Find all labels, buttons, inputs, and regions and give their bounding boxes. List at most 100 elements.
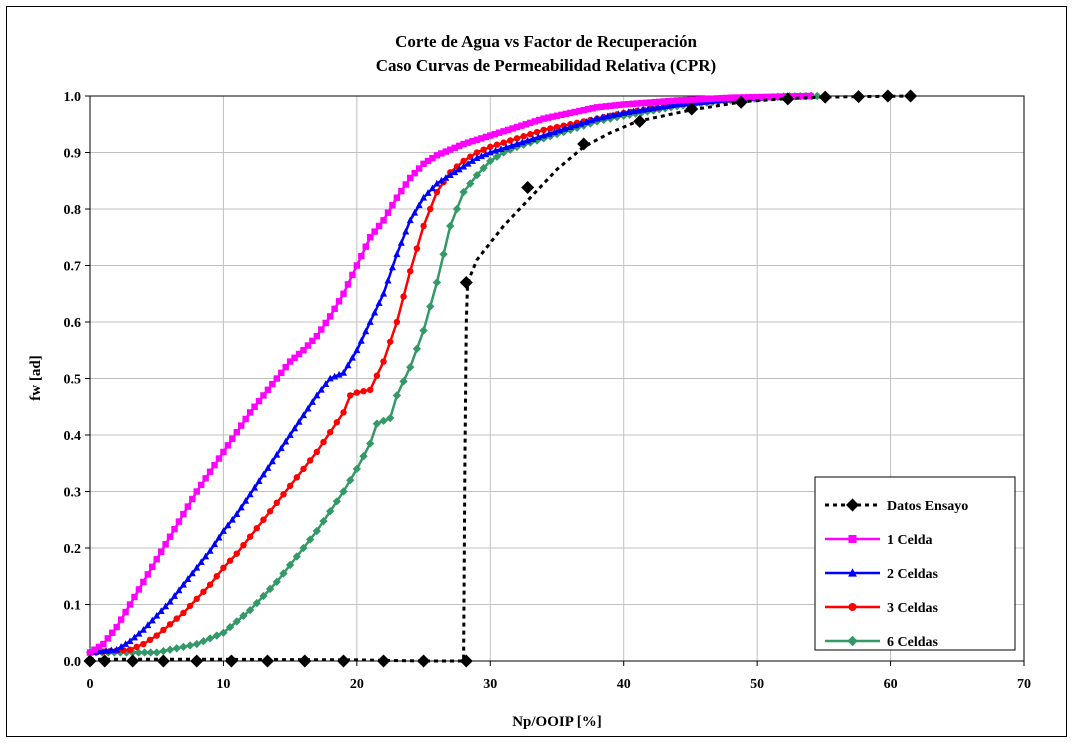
data-point-2-celdas: [273, 450, 281, 458]
x-tick-label: 70: [1017, 677, 1031, 692]
data-point-2-celdas: [166, 597, 174, 605]
data-point-2-celdas: [197, 558, 205, 566]
data-point-1-celda: [166, 533, 174, 540]
data-point-3-celdas: [480, 146, 487, 153]
data-point-2-celdas: [577, 119, 585, 127]
legend-label-6-celdas: 6 Celdas: [887, 635, 939, 650]
data-point-1-celda: [469, 138, 476, 145]
data-point-1-celda: [113, 623, 120, 631]
data-point-1-celda: [189, 495, 196, 503]
data-point-1-celda: [220, 448, 227, 456]
data-point-2-celdas: [175, 586, 183, 594]
data-point-1-celda: [117, 616, 125, 623]
data-point-2-celdas: [242, 497, 250, 504]
y-axis-label: fw [ad]: [28, 355, 44, 400]
data-point-6-celdas: [439, 250, 448, 259]
data-point-1-celda: [242, 415, 249, 423]
data-point-3-celdas: [387, 338, 394, 345]
data-point-1-celda: [713, 95, 721, 102]
data-point-6-celdas: [326, 507, 335, 516]
data-point-1-celda: [509, 125, 516, 132]
data-point-2-celdas: [371, 308, 379, 316]
data-point-1-celda: [175, 518, 183, 525]
data-point-1-celda: [531, 118, 538, 125]
data-point-3-celdas: [360, 388, 367, 395]
data-point-1-celda: [762, 93, 770, 101]
data-point-2-celdas: [397, 239, 405, 246]
data-point-2-celdas: [415, 201, 423, 209]
data-point-1-celda: [184, 503, 192, 510]
x-axis-label: Np/OOIP [%]: [512, 714, 602, 730]
data-point-3-celdas: [540, 126, 547, 134]
data-point-3-celdas: [346, 392, 354, 399]
data-point-3-celdas: [146, 636, 154, 644]
data-point-1-celda: [300, 347, 307, 354]
data-point-datos-ensayo: [904, 89, 918, 103]
data-point-1-celda: [100, 640, 107, 648]
data-point-1-celda: [789, 93, 796, 100]
data-point-2-celdas: [295, 417, 303, 425]
data-point-3-celdas: [326, 428, 334, 436]
data-point-2-celdas: [353, 346, 361, 354]
x-tick-label: 10: [216, 677, 230, 692]
data-point-2-celdas: [486, 148, 494, 156]
data-point-datos-ensayo: [818, 90, 832, 104]
data-point-1-celda: [664, 97, 672, 105]
data-point-2-celdas: [117, 643, 125, 650]
data-point-1-celda: [455, 142, 463, 150]
data-point-datos-ensayo: [734, 95, 748, 109]
data-point-1-celda: [415, 165, 423, 172]
data-point-6-celdas: [332, 497, 342, 506]
data-point-6-celdas: [219, 628, 228, 637]
data-point-1-celda: [589, 105, 596, 112]
data-point-3-celdas: [380, 358, 387, 365]
data-point-1-celda: [442, 148, 450, 155]
data-point-6-celdas: [212, 631, 221, 640]
data-point-6-celdas: [252, 598, 261, 608]
data-point-3-celdas: [333, 419, 341, 426]
data-point-1-celda: [624, 100, 632, 108]
x-tick-label: 40: [617, 677, 631, 692]
data-point-datos-ensayo: [224, 654, 238, 668]
data-point-6-celdas: [479, 163, 488, 173]
data-point-6-celdas: [292, 552, 301, 561]
data-point-3-celdas: [173, 615, 180, 622]
legend-label-2-celdas: 2 Celdas: [887, 567, 939, 582]
data-point-datos-ensayo: [459, 275, 473, 289]
data-point-1-celda: [620, 101, 627, 108]
x-tick-label: 20: [350, 677, 364, 692]
data-point-1-celda: [553, 112, 561, 119]
data-point-2-celdas: [384, 276, 392, 284]
data-point-3-celdas: [280, 491, 287, 498]
data-point-1-celda: [340, 290, 347, 297]
data-point-1-celda: [758, 93, 765, 101]
data-point-1-celda: [211, 461, 218, 469]
data-point-datos-ensayo: [337, 654, 351, 668]
data-point-1-celda: [180, 510, 187, 518]
data-point-2-celdas: [206, 546, 214, 554]
data-point-datos-ensayo: [260, 654, 274, 668]
y-tick-label: 0.3: [64, 486, 82, 501]
data-point-2-celdas: [366, 318, 374, 325]
data-point-1-celda: [344, 281, 352, 288]
data-point-2-celdas: [246, 490, 254, 498]
data-point-2-celdas: [508, 141, 516, 149]
data-point-2-celdas: [540, 131, 548, 139]
y-tick-label: 0.5: [64, 373, 82, 388]
data-point-2-celdas: [308, 398, 316, 405]
series-datos-ensayo: [83, 89, 918, 668]
data-point-2-celdas: [593, 114, 601, 122]
data-point-1-celda: [740, 94, 747, 101]
data-point-2-celdas: [460, 162, 468, 170]
data-point-6-celdas: [239, 611, 248, 620]
data-point-1-celda: [313, 332, 321, 340]
data-point-1-celda: [202, 475, 209, 482]
data-point-3-celdas: [240, 541, 247, 549]
data-point-datos-ensayo: [521, 181, 535, 195]
data-point-2-celdas: [649, 104, 657, 112]
y-tick-label: 0.6: [64, 316, 82, 331]
data-point-1-celda: [536, 116, 543, 124]
data-point-2-celdas: [482, 150, 490, 158]
data-point-2-celdas: [420, 193, 428, 201]
data-point-3-celdas: [293, 474, 301, 481]
